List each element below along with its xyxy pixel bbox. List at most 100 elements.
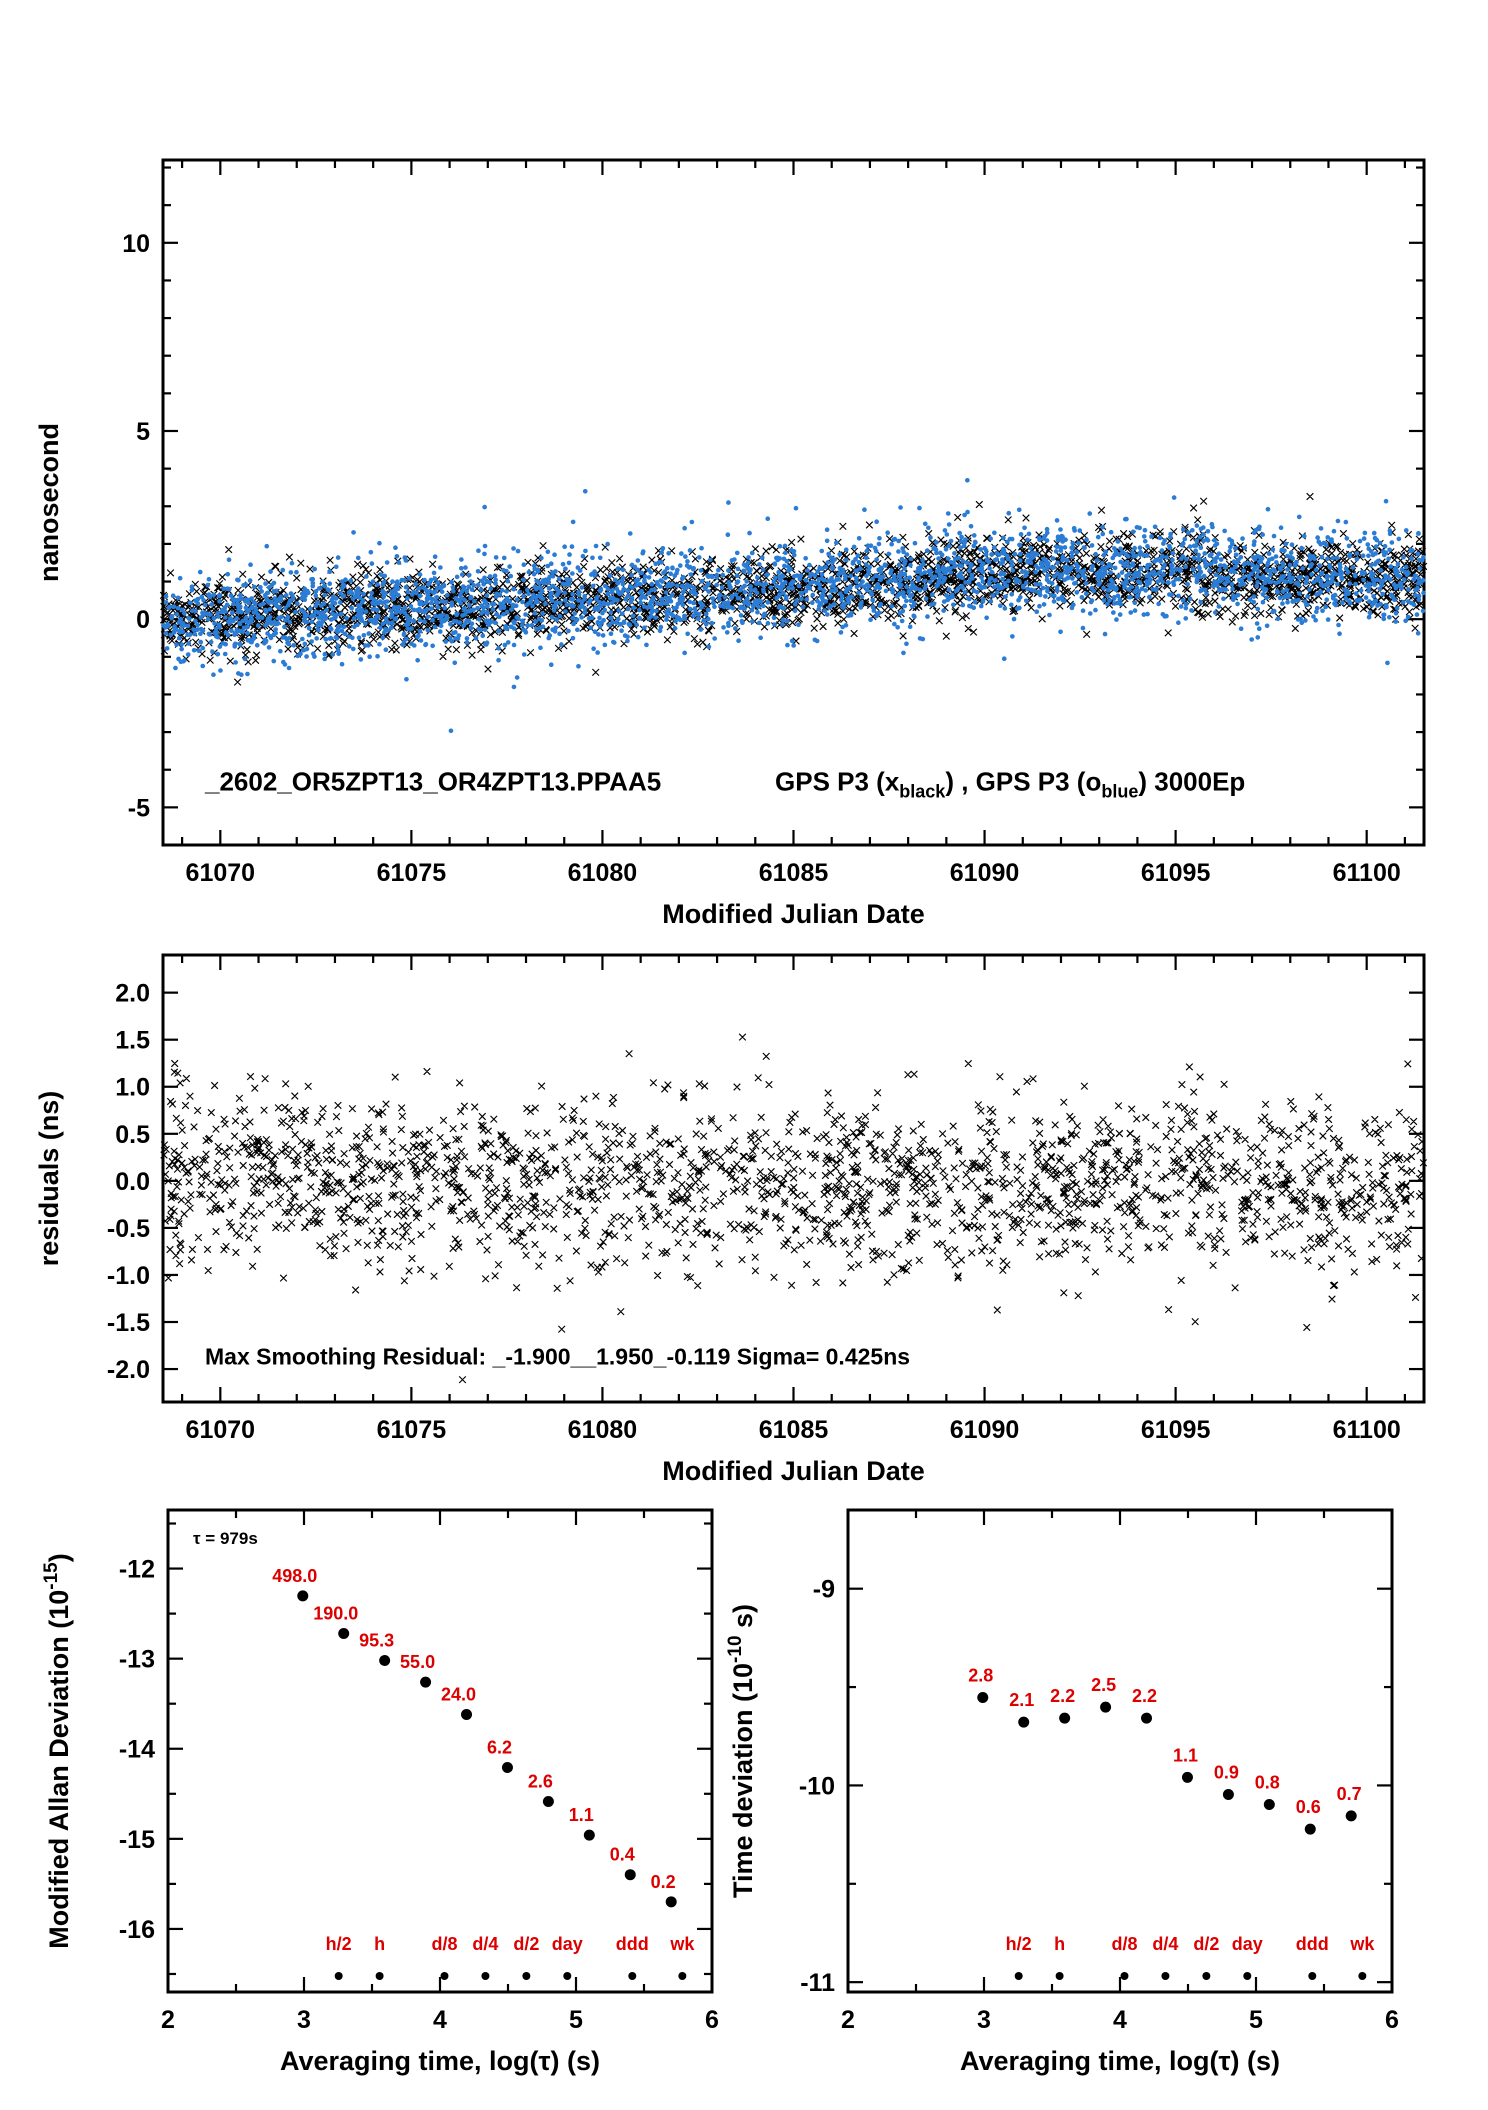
phase-xlabel: Modified Julian Date [662,899,925,929]
tau-label: d/8 [431,1934,457,1954]
tdev-xtick-label: 4 [1113,2006,1127,2034]
tdev-point-value-label: 2.1 [1009,1690,1034,1710]
residuals-ytick-label: -2.0 [107,1356,150,1384]
mdev-point [542,1795,554,1807]
mdev-frame [166,1508,714,1994]
residuals-xtick-label: 61095 [1141,1416,1211,1444]
tdev-point [1018,1716,1030,1728]
mdev-point [583,1829,595,1841]
label-part: Time deviation (10 [728,1663,758,1898]
mdev-point-value-label: 190.0 [313,1604,358,1624]
tdev-point-value-label: 2.5 [1091,1675,1116,1695]
tau-dot [334,1972,343,1980]
mdev-xtick-label: 3 [297,2006,311,2034]
tau-label: day [552,1934,583,1954]
mdev-point [624,1869,636,1881]
tdev-xlabel: Averaging time, log(τ) (s) [960,2046,1280,2076]
residuals-ytick-label: 2.0 [115,980,150,1008]
label-part: GPS P3 (x [775,766,900,796]
tau-label: d/4 [1152,1934,1178,1954]
tdev-point [1345,1810,1357,1822]
tau-dot [1243,1972,1252,1980]
label-part: ) 3000Ep [1138,766,1245,796]
tau-dot [1358,1972,1367,1980]
mdev-point [461,1709,473,1721]
mdev-point [338,1628,350,1640]
tdev-point-value-label: 2.2 [1050,1686,1075,1706]
label-part: -10 [725,1635,746,1662]
residuals-xtick-label: 61075 [377,1416,447,1444]
residuals-xtick-label: 61085 [759,1416,829,1444]
tdev-point [1222,1788,1234,1800]
residuals-xtick-label: 61080 [568,1416,638,1444]
phase-xtick-label: 61075 [377,859,447,887]
tau-dot [522,1972,531,1980]
mdev-points: 498.0 190.095.3 55.0 24.0 6.2 2.6 1.1 0.4 0.2 [272,1566,677,1908]
phase-xtick-label: 61080 [568,859,638,887]
mdev-point [665,1896,677,1908]
residuals-annotation: Max Smoothing Residual: _-1.900__1.950_-… [205,1343,910,1369]
mdev-point-value-label: 55.0 [400,1652,435,1672]
tdev-ytick-label: -11 [800,1969,835,1997]
tau-label: day [1232,1934,1263,1954]
mdev-point [420,1676,432,1688]
tau-label: d/2 [1193,1934,1219,1954]
tau-dot [1014,1972,1023,1980]
mdev-point-value-label: 1.1 [569,1805,594,1825]
mdev-point-value-label: 0.4 [610,1845,635,1865]
mdev-ytick-label: -16 [119,1916,155,1944]
label-part: black [899,781,946,801]
tau-label: d/4 [472,1934,498,1954]
tdev-point [1263,1799,1275,1811]
tau-interval-annotation: τ = 979s [193,1529,258,1548]
phase-ytick-label: -5 [128,794,150,822]
phase-xtick-label: 61090 [950,859,1020,887]
tau-dot [440,1972,449,1980]
phase-ylabel: nanosecond [34,423,64,582]
mdev-xlabel: Averaging time, log(τ) (s) [280,2046,600,2076]
tdev-xtick-label: 6 [1385,2006,1399,2034]
tau-label: ddd [1296,1934,1329,1954]
tdev-tau-marks: h/2 h d/8 d/4 d/2 day ddd wk [1006,1934,1375,1980]
residuals-xlabel: Modified Julian Date [662,1456,925,1486]
tau-dot [1055,1972,1064,1980]
tdev-point-value-label: 2.2 [1132,1686,1157,1706]
mdev-point-value-label: 0.2 [651,1872,676,1892]
mdev-ytick-label: -14 [119,1736,155,1764]
mdev-point-value-label: 95.3 [359,1631,394,1651]
residuals-ytick-label: 1.0 [115,1074,150,1102]
phase-series-dots [161,478,1426,734]
tau-dot [1308,1972,1317,1980]
tau-label: h/2 [1006,1934,1032,1954]
phase-xtick-label: 61095 [1141,859,1211,887]
tdev-points: 2.8 2.1 2.2 2.5 2.2 1.1 0.9 0.8 0.6 0.7 [968,1665,1362,1835]
tdev-point [1059,1712,1071,1724]
phase-ticks [163,160,1424,847]
residuals-xtick-label: 61100 [1333,1416,1401,1444]
tdev-point-value-label: 0.9 [1214,1762,1239,1782]
mdev-ytick-label: -12 [119,1556,155,1584]
mdev-xtick-label: 4 [433,2006,447,2034]
tau-dot [1120,1972,1129,1980]
tau-label: ddd [616,1934,649,1954]
phase-title: _2602_OR5ZPT13_OR4ZPT13.PPAA5 [204,766,661,796]
tdev-point [1141,1712,1153,1724]
tau-dot [375,1972,384,1980]
tdev-xtick-label: 3 [977,2006,991,2034]
residuals-ylabel: residuals (ns) [34,1091,64,1267]
tdev-point-value-label: 0.6 [1296,1797,1321,1817]
tau-label: wk [669,1934,695,1954]
tdev-ticks [846,1510,1394,1992]
tdev-ylabel: Time deviation (10-10 s) [725,1604,758,1898]
residuals-ytick-label: -1.5 [107,1309,150,1337]
tdev-ytick-label: -10 [799,1772,835,1800]
label-part: ) [44,1553,74,1562]
mdev-point-value-label: 24.0 [441,1685,476,1705]
tdev-chart: 2 3 4 5 6 -9 -10 -11 Averaging time, log(τ) (s) T… [725,1508,1399,2076]
tau-label: d/2 [513,1934,539,1954]
label-part: ) , GPS P3 (o [945,766,1101,796]
tdev-ytick-label: -9 [813,1576,835,1604]
residuals-ytick-label: -1.0 [107,1262,150,1290]
